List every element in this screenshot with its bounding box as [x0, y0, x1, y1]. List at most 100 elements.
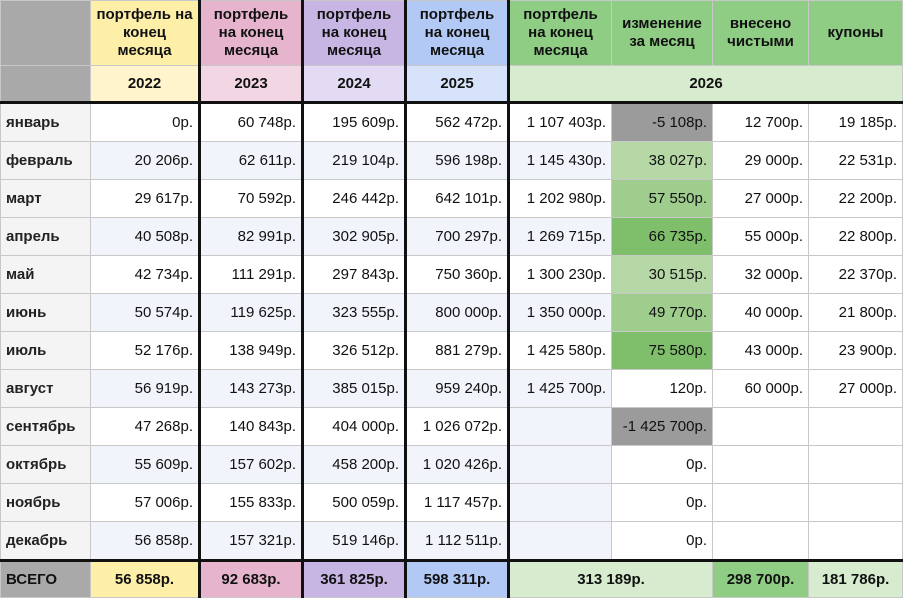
cell-net[interactable]: 55 000р.: [712, 217, 809, 256]
cell-change[interactable]: -1 425 700р.: [611, 407, 713, 446]
col-header-2024[interactable]: портфель на конец месяца: [302, 0, 407, 66]
cell-2023[interactable]: 157 321р.: [199, 521, 304, 561]
cell-2022[interactable]: 56 858р.: [90, 521, 201, 561]
cell-2023[interactable]: 111 291р.: [199, 255, 304, 294]
cell-net[interactable]: [712, 445, 809, 484]
cell-2023[interactable]: 155 833р.: [199, 483, 304, 522]
year-2024[interactable]: 2024: [302, 65, 407, 104]
cell-2024[interactable]: 246 442р.: [302, 179, 407, 218]
cell-2026-portfolio[interactable]: 1 425 700р.: [507, 369, 612, 408]
cell-coupons[interactable]: [808, 445, 903, 484]
cell-2024[interactable]: 385 015р.: [302, 369, 407, 408]
cell-2023[interactable]: 138 949р.: [199, 331, 304, 370]
cell-change[interactable]: 75 580р.: [611, 331, 713, 370]
total-2024[interactable]: 361 825р.: [302, 559, 407, 598]
cell-change[interactable]: 49 770р.: [611, 293, 713, 332]
year-2025[interactable]: 2025: [405, 65, 509, 104]
cell-change[interactable]: 30 515р.: [611, 255, 713, 294]
total-change-2026[interactable]: 313 189р.: [507, 559, 713, 598]
cell-net[interactable]: 40 000р.: [712, 293, 809, 332]
cell-change[interactable]: 57 550р.: [611, 179, 713, 218]
cell-2023[interactable]: 60 748р.: [199, 102, 304, 142]
cell-coupons[interactable]: 22 800р.: [808, 217, 903, 256]
cell-2026-portfolio[interactable]: [507, 407, 612, 446]
cell-2026-portfolio[interactable]: [507, 445, 612, 484]
cell-change[interactable]: 0р.: [611, 483, 713, 522]
cell-coupons[interactable]: 21 800р.: [808, 293, 903, 332]
cell-2022[interactable]: 50 574р.: [90, 293, 201, 332]
cell-net[interactable]: 12 700р.: [712, 102, 809, 142]
col-header-net[interactable]: внесено чистыми: [712, 0, 809, 66]
cell-2023[interactable]: 70 592р.: [199, 179, 304, 218]
month-label[interactable]: март: [0, 179, 91, 218]
cell-2026-portfolio[interactable]: 1 107 403р.: [507, 102, 612, 142]
cell-net[interactable]: 27 000р.: [712, 179, 809, 218]
month-label[interactable]: июнь: [0, 293, 91, 332]
cell-2025[interactable]: 1 020 426р.: [405, 445, 509, 484]
total-net[interactable]: 298 700р.: [712, 559, 809, 598]
cell-2024[interactable]: 404 000р.: [302, 407, 407, 446]
total-2025[interactable]: 598 311р.: [405, 559, 509, 598]
month-label[interactable]: февраль: [0, 141, 91, 180]
cell-2026-portfolio[interactable]: 1 300 230р.: [507, 255, 612, 294]
cell-2024[interactable]: 458 200р.: [302, 445, 407, 484]
cell-net[interactable]: 29 000р.: [712, 141, 809, 180]
year-corner-cell[interactable]: [0, 65, 91, 104]
cell-2023[interactable]: 143 273р.: [199, 369, 304, 408]
cell-2022[interactable]: 20 206р.: [90, 141, 201, 180]
cell-2024[interactable]: 323 555р.: [302, 293, 407, 332]
month-label[interactable]: октябрь: [0, 445, 91, 484]
cell-net[interactable]: [712, 407, 809, 446]
month-label[interactable]: апрель: [0, 217, 91, 256]
cell-coupons[interactable]: [808, 407, 903, 446]
cell-coupons[interactable]: 22 200р.: [808, 179, 903, 218]
cell-2025[interactable]: 1 117 457р.: [405, 483, 509, 522]
cell-2026-portfolio[interactable]: 1 425 580р.: [507, 331, 612, 370]
col-header-2025[interactable]: портфель на конец месяца: [405, 0, 509, 66]
cell-2024[interactable]: 519 146р.: [302, 521, 407, 561]
cell-2026-portfolio[interactable]: 1 269 715р.: [507, 217, 612, 256]
cell-2025[interactable]: 642 101р.: [405, 179, 509, 218]
cell-change[interactable]: -5 108р.: [611, 102, 713, 142]
cell-2025[interactable]: 800 000р.: [405, 293, 509, 332]
cell-2022[interactable]: 56 919р.: [90, 369, 201, 408]
cell-coupons[interactable]: 22 531р.: [808, 141, 903, 180]
cell-change[interactable]: 120р.: [611, 369, 713, 408]
cell-2023[interactable]: 119 625р.: [199, 293, 304, 332]
cell-change[interactable]: 66 735р.: [611, 217, 713, 256]
cell-2026-portfolio[interactable]: 1 350 000р.: [507, 293, 612, 332]
cell-2025[interactable]: 700 297р.: [405, 217, 509, 256]
cell-coupons[interactable]: 23 900р.: [808, 331, 903, 370]
col-header-2023[interactable]: портфель на конец месяца: [199, 0, 304, 66]
col-header-2022[interactable]: портфель на конец месяца: [90, 0, 201, 66]
cell-2025[interactable]: 881 279р.: [405, 331, 509, 370]
cell-2026-portfolio[interactable]: [507, 483, 612, 522]
col-header-coupons[interactable]: купоны: [808, 0, 903, 66]
cell-net[interactable]: 32 000р.: [712, 255, 809, 294]
totals-label[interactable]: ВСЕГО: [0, 559, 91, 598]
cell-2024[interactable]: 302 905р.: [302, 217, 407, 256]
cell-change[interactable]: 0р.: [611, 445, 713, 484]
cell-2025[interactable]: 959 240р.: [405, 369, 509, 408]
year-2023[interactable]: 2023: [199, 65, 304, 104]
cell-coupons[interactable]: 27 000р.: [808, 369, 903, 408]
cell-coupons[interactable]: 19 185р.: [808, 102, 903, 142]
month-label[interactable]: август: [0, 369, 91, 408]
cell-2026-portfolio[interactable]: 1 202 980р.: [507, 179, 612, 218]
month-label[interactable]: май: [0, 255, 91, 294]
month-label[interactable]: ноябрь: [0, 483, 91, 522]
cell-2026-portfolio[interactable]: [507, 521, 612, 561]
cell-2025[interactable]: 596 198р.: [405, 141, 509, 180]
cell-2022[interactable]: 42 734р.: [90, 255, 201, 294]
cell-2023[interactable]: 157 602р.: [199, 445, 304, 484]
cell-2022[interactable]: 52 176р.: [90, 331, 201, 370]
month-label[interactable]: сентябрь: [0, 407, 91, 446]
cell-2024[interactable]: 195 609р.: [302, 102, 407, 142]
month-label[interactable]: январь: [0, 102, 91, 142]
cell-2022[interactable]: 57 006р.: [90, 483, 201, 522]
cell-2024[interactable]: 219 104р.: [302, 141, 407, 180]
corner-cell[interactable]: [0, 0, 91, 66]
cell-2022[interactable]: 29 617р.: [90, 179, 201, 218]
cell-coupons[interactable]: [808, 521, 903, 561]
cell-2025[interactable]: 1 026 072р.: [405, 407, 509, 446]
